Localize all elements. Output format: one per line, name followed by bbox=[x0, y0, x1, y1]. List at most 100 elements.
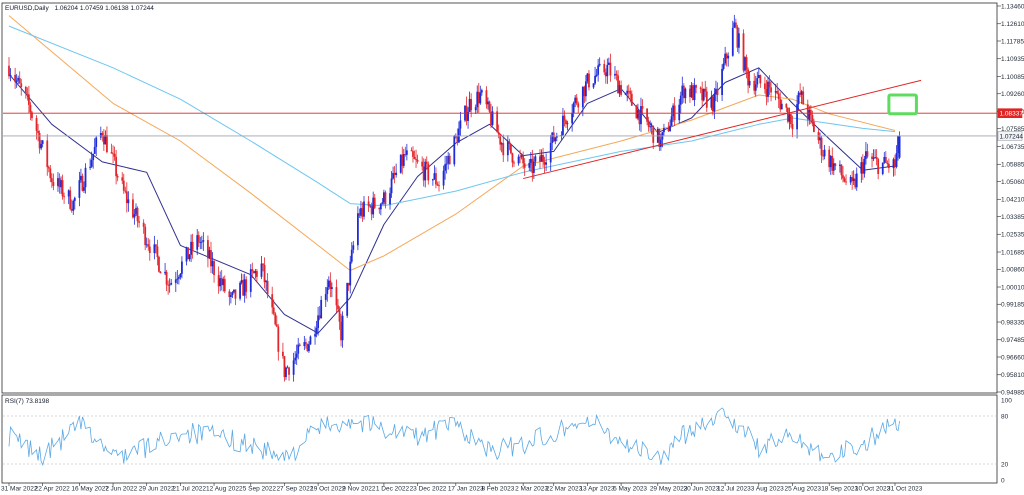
candle-body bbox=[845, 181, 847, 183]
candle-body bbox=[731, 27, 734, 56]
support-trendline[interactable] bbox=[523, 79, 922, 180]
candle-body bbox=[513, 162, 515, 164]
candle-body bbox=[251, 269, 254, 272]
candle-body bbox=[89, 166, 92, 168]
candle-body bbox=[855, 173, 858, 188]
candle-body bbox=[72, 200, 75, 211]
price-tick-label: 1.07585 bbox=[1001, 126, 1024, 133]
candle-body bbox=[356, 213, 359, 246]
candle-body bbox=[283, 356, 286, 378]
price-tick-label: 1.13460 bbox=[1001, 3, 1024, 10]
candle-body bbox=[145, 244, 148, 246]
candle-body bbox=[742, 33, 745, 71]
candle-body bbox=[566, 123, 569, 125]
time-tick-label: 25 Aug 2023 bbox=[784, 486, 821, 493]
price-tick-label: 0.97485 bbox=[1001, 337, 1024, 344]
candle-body bbox=[502, 143, 505, 156]
candle-body bbox=[583, 86, 586, 97]
candle-body bbox=[670, 116, 673, 126]
candle-body bbox=[282, 351, 284, 357]
candle-body bbox=[52, 182, 55, 186]
candle-body bbox=[581, 86, 584, 108]
candle-body bbox=[61, 180, 64, 197]
candle-body bbox=[410, 150, 413, 152]
candle-body bbox=[346, 283, 349, 316]
candle-body bbox=[179, 273, 182, 278]
candle-body bbox=[485, 90, 488, 105]
candle-body bbox=[808, 109, 811, 120]
price-axis[interactable]: 1.13460 1.12610 1.11785 1.10935 1.10085 1.092… bbox=[997, 3, 1024, 396]
candle-body bbox=[809, 109, 812, 116]
candle-body bbox=[759, 75, 762, 84]
candle-body bbox=[520, 155, 523, 157]
target-zone-box[interactable] bbox=[887, 93, 918, 116]
candle-body bbox=[529, 158, 532, 163]
time-tick-label: 8 Feb 2023 bbox=[481, 486, 514, 493]
candle-body bbox=[467, 112, 469, 121]
candle-body bbox=[254, 271, 257, 274]
candle-body bbox=[638, 110, 641, 125]
main-pane[interactable] bbox=[3, 14, 997, 382]
rsi-pane[interactable]: 100 80 20 0 bbox=[3, 397, 1012, 484]
candle-body bbox=[277, 326, 280, 352]
time-tick-label: 18 Sep 2023 bbox=[821, 486, 858, 493]
candle-body bbox=[361, 208, 364, 217]
candle-body bbox=[73, 197, 76, 201]
time-tick-label: 7 Jun 2022 bbox=[105, 486, 138, 493]
candle-body bbox=[99, 133, 102, 138]
candle-body bbox=[860, 162, 863, 174]
candle-body bbox=[866, 151, 869, 157]
candle-body bbox=[497, 132, 500, 135]
candle-body bbox=[147, 244, 150, 247]
candle-body bbox=[584, 81, 587, 97]
candle-body bbox=[586, 73, 589, 82]
candle-body bbox=[791, 123, 794, 130]
candle-body bbox=[84, 167, 87, 188]
candle-body bbox=[474, 107, 477, 111]
candle-body bbox=[865, 151, 867, 159]
candle-body bbox=[381, 202, 384, 204]
candle-body bbox=[510, 143, 512, 154]
candle-body bbox=[508, 141, 511, 144]
candle-body bbox=[249, 269, 252, 292]
candle-body bbox=[20, 83, 23, 87]
candle-body bbox=[704, 88, 707, 92]
candle-body bbox=[861, 162, 864, 174]
candle-body bbox=[46, 140, 49, 168]
candle-body bbox=[468, 99, 471, 113]
candle-body bbox=[682, 85, 685, 99]
candle-body bbox=[431, 179, 434, 181]
candle-body bbox=[38, 133, 41, 149]
candle-body bbox=[370, 205, 373, 215]
candle-body bbox=[829, 156, 832, 168]
candle-body bbox=[506, 141, 509, 156]
candle-body bbox=[24, 86, 27, 94]
candle-body bbox=[306, 344, 309, 352]
candle-body bbox=[338, 309, 341, 322]
candle-body bbox=[598, 63, 601, 66]
candle-body bbox=[734, 22, 737, 28]
candle-body bbox=[552, 132, 555, 142]
candle-body bbox=[849, 176, 852, 183]
candle-body bbox=[47, 167, 50, 169]
price-level-badge bbox=[997, 108, 1023, 118]
candle-body bbox=[144, 226, 147, 246]
candle-body bbox=[200, 241, 203, 243]
rsi-tick-label: 100 bbox=[1001, 397, 1012, 404]
candle-body bbox=[577, 103, 580, 108]
candle-body bbox=[736, 27, 739, 48]
candle-body bbox=[626, 90, 629, 94]
candle-body bbox=[722, 63, 725, 69]
candle-body bbox=[404, 154, 407, 155]
candle-body bbox=[164, 271, 166, 274]
candle-body bbox=[702, 88, 705, 101]
candle-body bbox=[757, 75, 760, 79]
candle-body bbox=[444, 164, 447, 171]
candle-body bbox=[274, 313, 277, 325]
candle-body bbox=[199, 242, 202, 244]
candle-body bbox=[132, 199, 134, 218]
candle-body bbox=[614, 73, 616, 76]
